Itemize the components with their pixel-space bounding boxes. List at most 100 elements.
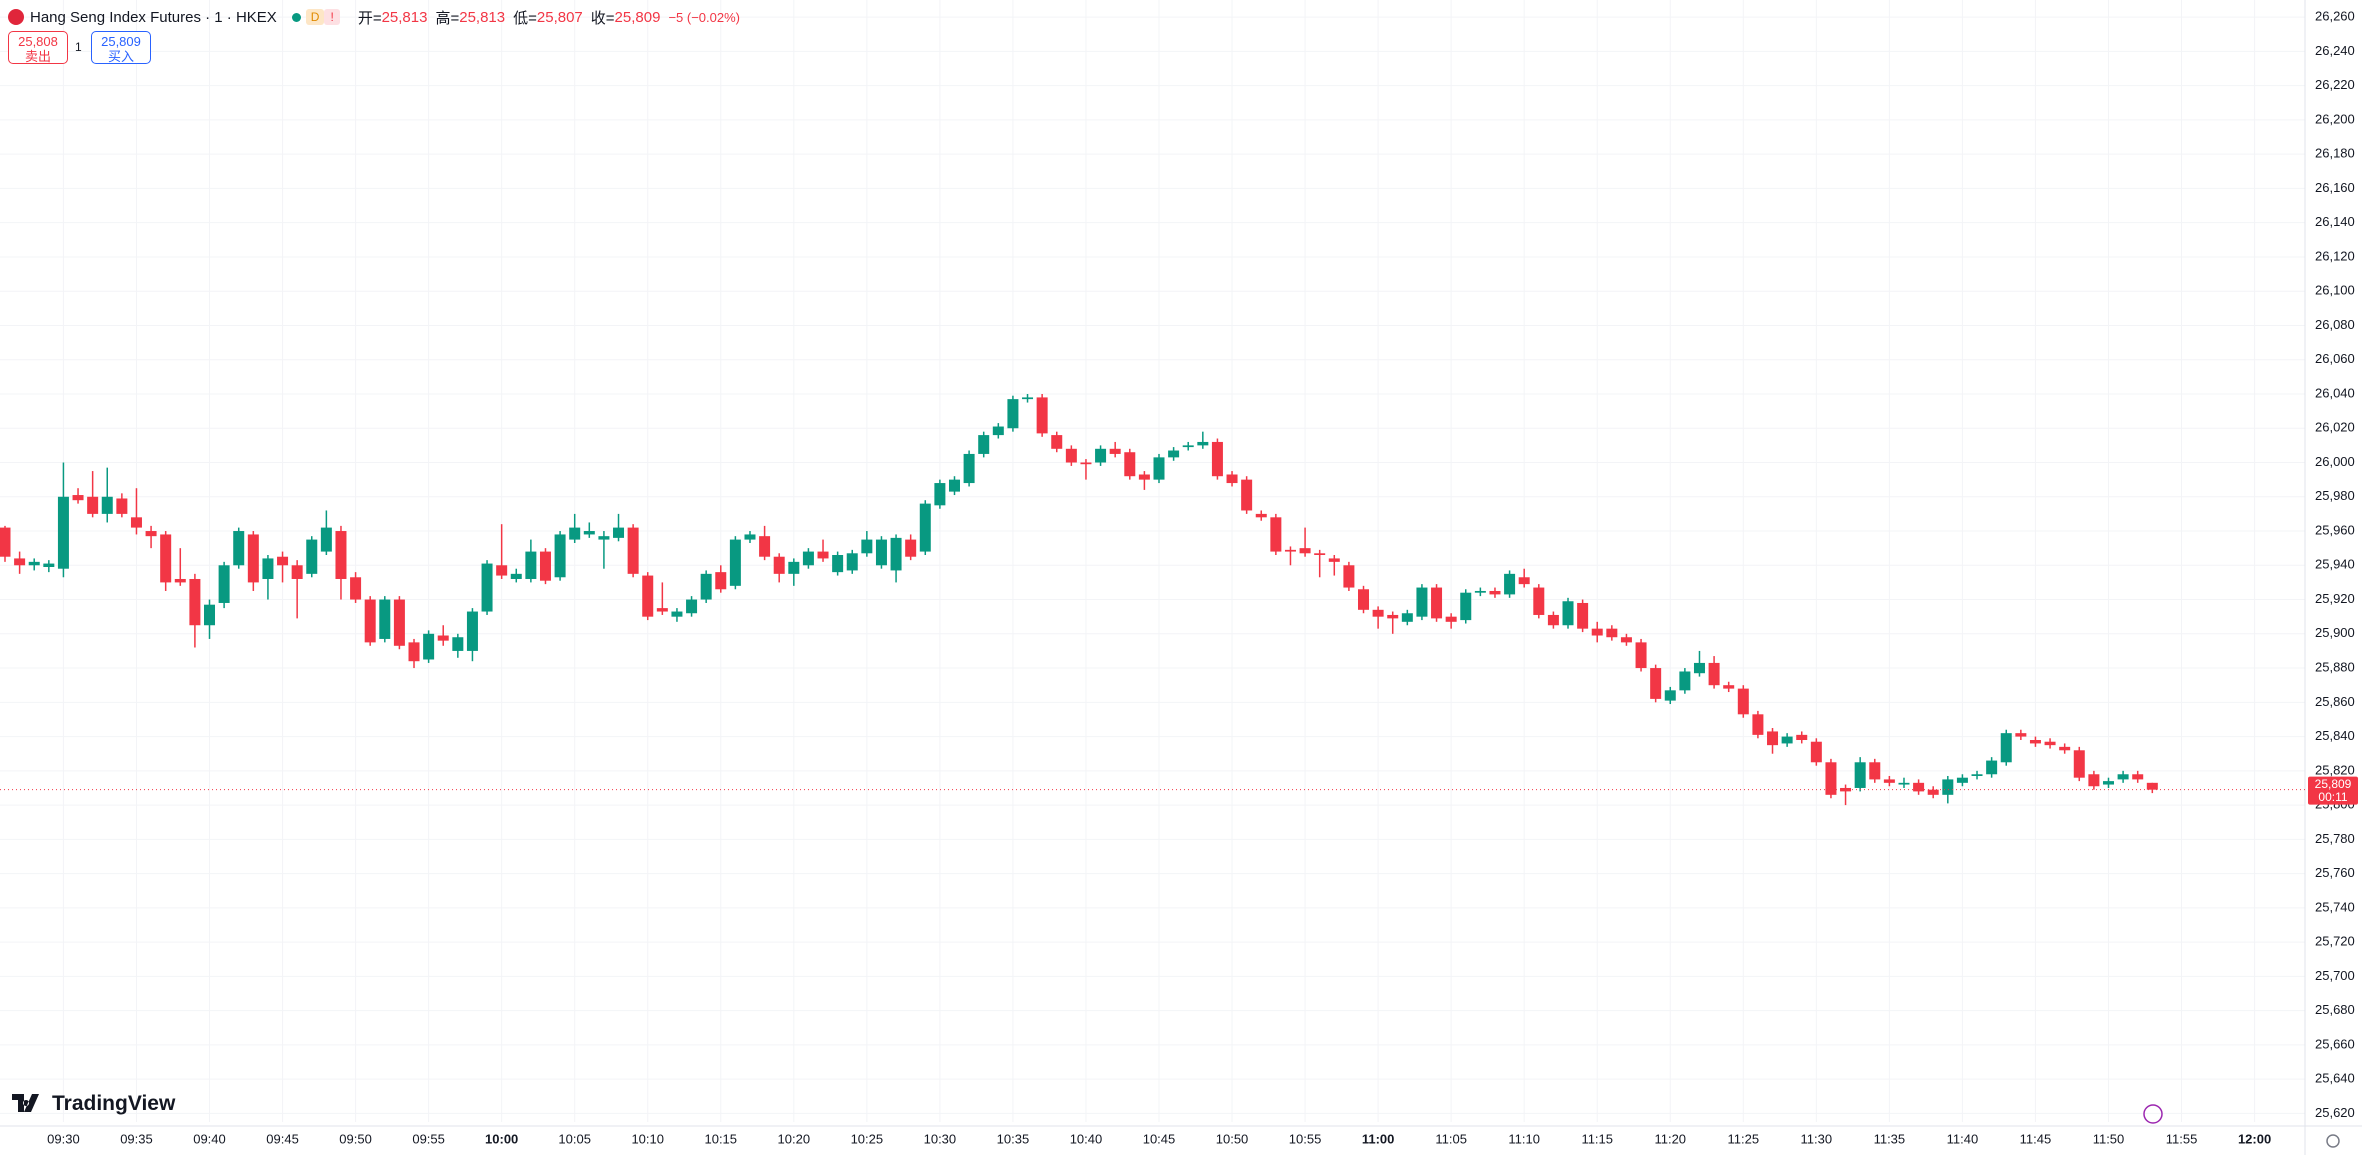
candle-body [72, 495, 84, 501]
x-tick-label: 11:20 [1654, 1131, 1686, 1146]
candle-body [1095, 448, 1107, 463]
price-tag [2308, 776, 2358, 805]
change: −5 (−0.02%) [668, 9, 740, 25]
candle-body [1022, 397, 1034, 400]
x-tick-label: 11:40 [1947, 1131, 1979, 1146]
candle-body [1635, 642, 1647, 669]
candle-body [1109, 448, 1121, 454]
x-tick-label: 11:30 [1801, 1131, 1833, 1146]
candle-body [1168, 450, 1180, 458]
candle-body [686, 599, 698, 614]
candle-body [379, 599, 391, 639]
candle-body [1372, 609, 1384, 617]
candle-body [101, 496, 113, 514]
candle-body [1679, 671, 1691, 691]
candle-body [1810, 741, 1822, 763]
y-tick-label: 25,680 [2315, 1002, 2355, 1017]
y-tick-label: 26,220 [2315, 77, 2355, 92]
candle-body [1460, 592, 1472, 621]
candle-body [1708, 662, 1720, 686]
symbol-title[interactable]: Hang Seng Index Futures · 1 · HKEX [30, 8, 277, 26]
candle-body [408, 642, 420, 662]
x-tick-label: 10:40 [1070, 1131, 1103, 1146]
settings-icon [2326, 1134, 2340, 1148]
x-tick-label: 12:00 [2238, 1131, 2271, 1146]
candle-body [1358, 589, 1370, 610]
y-tick-label: 26,240 [2315, 43, 2355, 58]
candle-body [14, 558, 26, 566]
candle-body [948, 479, 960, 492]
candle-body [1299, 548, 1311, 554]
candle-body [1927, 789, 1939, 795]
x-tick-label: 09:40 [193, 1131, 226, 1146]
candle-body [890, 537, 902, 571]
sell-label: 卖出 [24, 49, 51, 64]
candle-body [759, 536, 771, 557]
candle-body [1504, 573, 1516, 595]
y-tick-label: 25,640 [2315, 1071, 2355, 1086]
y-tick-label: 26,040 [2315, 385, 2355, 400]
candle-body [1255, 513, 1267, 518]
candle-body [1913, 782, 1925, 792]
y-tick-label: 25,720 [2315, 934, 2355, 949]
price-tag-label: 25,809 [2315, 777, 2352, 791]
y-tick-label: 25,840 [2315, 728, 2355, 743]
logo-icon [12, 1094, 39, 1112]
candle-body [1591, 628, 1603, 636]
x-tick-label: 11:10 [1508, 1131, 1540, 1146]
candle-body [846, 553, 858, 571]
candle-body [934, 483, 946, 506]
candle-body [1854, 762, 1866, 788]
candle-body [773, 556, 785, 574]
y-tick-label: 25,980 [2315, 488, 2355, 503]
candle-body [1153, 457, 1165, 480]
ohlc-label: 开= [357, 9, 382, 27]
price-tag-countdown: 00:11 [2318, 790, 2347, 804]
candle-body [1124, 452, 1136, 477]
y-tick-label: 25,920 [2315, 591, 2355, 606]
candle-body [1767, 731, 1779, 746]
buy-label: 买入 [107, 49, 134, 64]
candle-body [57, 496, 69, 569]
x-tick-label: 09:30 [47, 1131, 80, 1146]
candle-body [247, 534, 259, 583]
buy-button[interactable]: 25,809 买入 [91, 31, 151, 64]
candle-body [1942, 779, 1954, 795]
candle-body [1445, 616, 1457, 622]
candle-body [1387, 614, 1399, 619]
candle-body [1883, 779, 1895, 783]
candle-body [1241, 479, 1253, 511]
symbol-header: Hang Seng Index Futures · 1 · HKEX D ! 开… [8, 5, 744, 29]
candle-body [320, 527, 332, 552]
candle-body [1328, 558, 1340, 562]
candle-body [423, 633, 435, 660]
candle-body [1270, 517, 1282, 552]
y-tick-label: 25,960 [2315, 522, 2355, 537]
candle-body [262, 558, 274, 579]
x-tick-label: 11:55 [2166, 1131, 2198, 1146]
x-tick-label: 10:35 [997, 1131, 1030, 1146]
candle-body [1138, 474, 1150, 480]
x-tick-label: 10:55 [1289, 1131, 1322, 1146]
x-tick-label: 10:25 [851, 1131, 884, 1146]
candle-body [656, 608, 668, 612]
x-tick-label: 10:15 [704, 1131, 737, 1146]
data-badge[interactable]: D [305, 9, 325, 25]
y-tick-label: 25,780 [2315, 831, 2355, 846]
alert-badge[interactable]: ! [324, 9, 340, 25]
candle-body [700, 573, 712, 600]
logo[interactable]: TradingView [12, 1092, 175, 1116]
candle-body [2102, 781, 2114, 785]
y-tick-label: 25,740 [2315, 899, 2355, 914]
candle-body [189, 578, 201, 626]
y-tick-label: 25,940 [2315, 557, 2355, 572]
candle-body [1781, 736, 1793, 744]
candle-body [1971, 774, 1983, 776]
candle-body [2059, 746, 2071, 751]
x-tick-label: 09:55 [412, 1131, 445, 1146]
candle-body [1343, 565, 1355, 588]
sell-button[interactable]: 25,808 卖出 [8, 31, 68, 64]
candle-body [861, 539, 873, 554]
candle-body [1606, 628, 1618, 638]
candle-body [1840, 787, 1852, 792]
